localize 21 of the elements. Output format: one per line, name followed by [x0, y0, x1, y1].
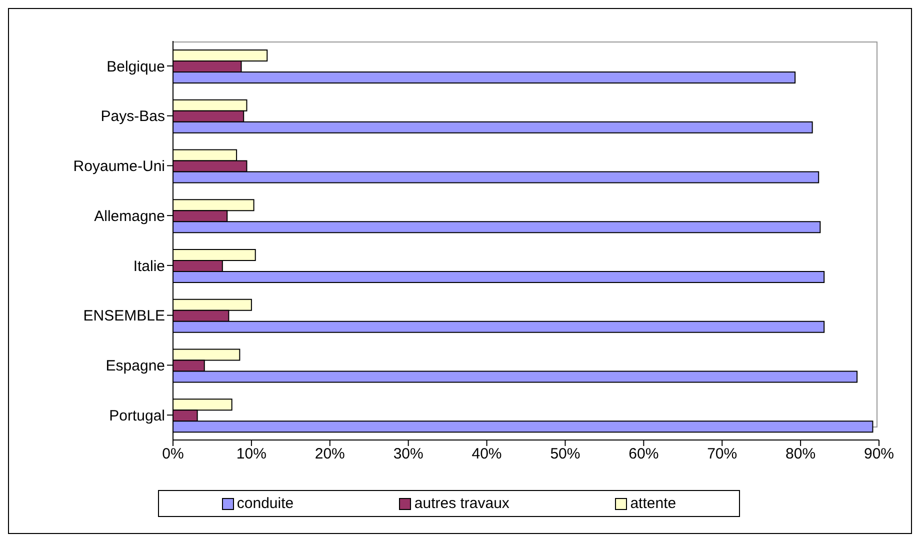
y-tick-label: Pays-Bas: [100, 108, 165, 126]
y-tick-label: Belgique: [106, 58, 165, 76]
legend-label: conduite: [236, 495, 294, 512]
x-tick-label: 20%: [314, 446, 345, 463]
legend-label: autres travaux: [413, 495, 510, 512]
y-tick-label: Espagne: [106, 358, 165, 375]
x-tick-label: 70%: [707, 446, 738, 463]
x-tick-label: 10%: [236, 446, 266, 463]
x-tick-label: 30%: [393, 446, 424, 463]
y-tick-label: Italie: [133, 258, 165, 275]
y-tick-label: Royaume-Uni: [73, 158, 165, 176]
x-tick-label: 80%: [786, 446, 816, 463]
y-tick-label: Allemagne: [94, 208, 165, 225]
x-tick-label: 60%: [628, 446, 659, 463]
legend-label: attente: [629, 495, 676, 512]
x-tick-label: 50%: [550, 446, 580, 463]
x-tick-label: 0%: [162, 446, 184, 463]
y-tick-label: Portugal: [109, 407, 165, 424]
y-tick-label: ENSEMBLE: [83, 308, 165, 325]
x-tick-label: 90%: [864, 446, 894, 463]
x-tick-label: 40%: [472, 446, 502, 463]
